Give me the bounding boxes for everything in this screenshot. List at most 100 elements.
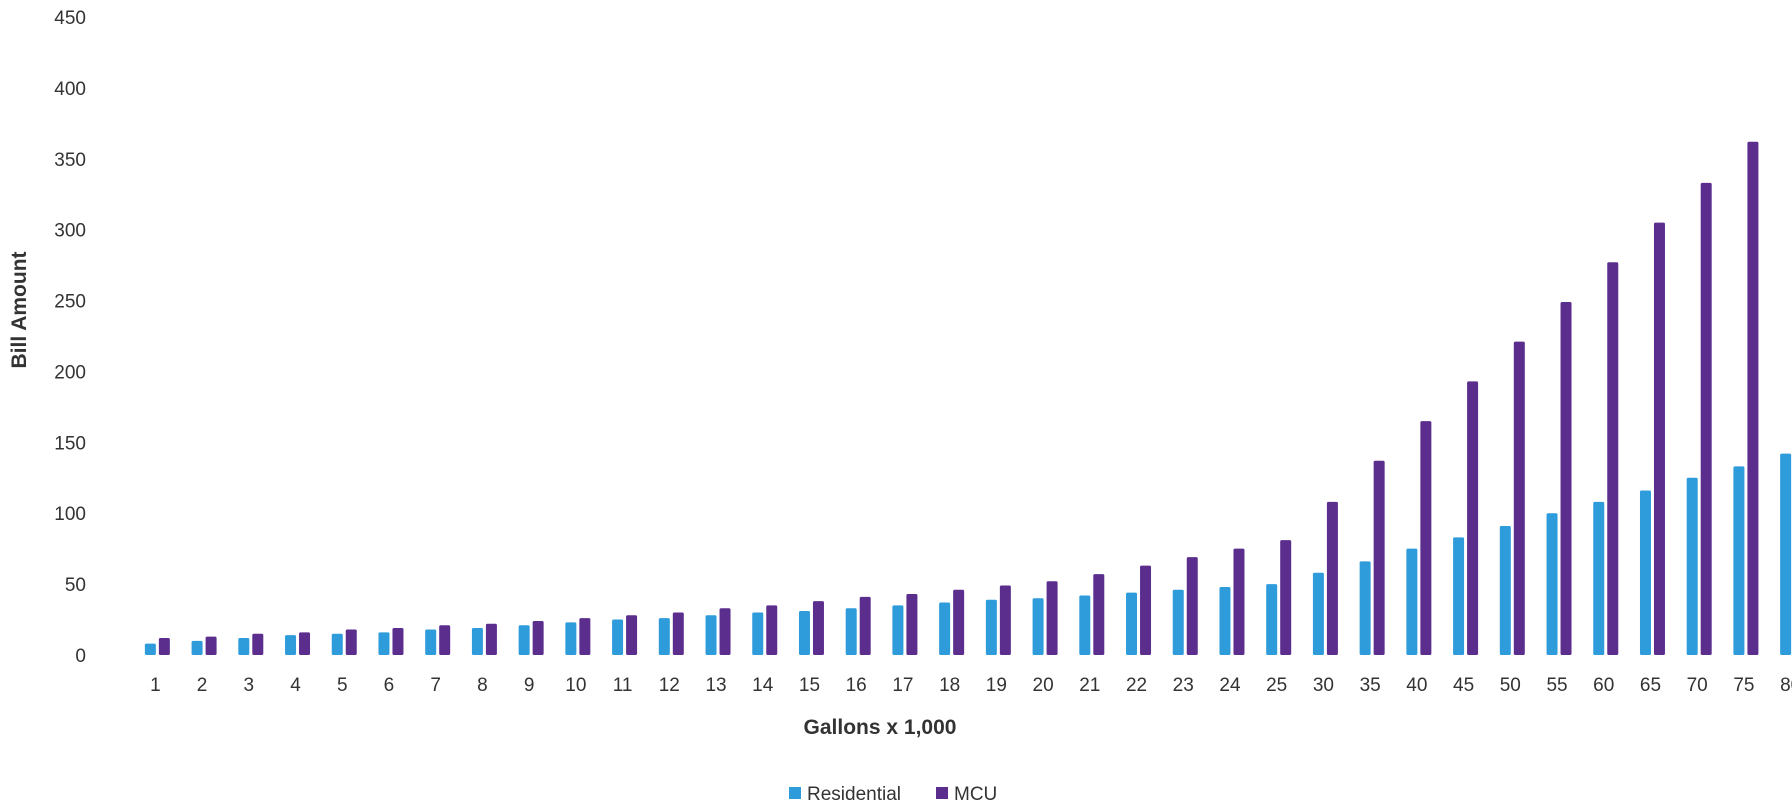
bar-residential [144,643,156,655]
bar-residential [1406,548,1418,655]
bar-mcu [252,633,264,655]
legend-swatch-residential [789,787,801,799]
bar-mcu [1700,182,1712,655]
bar-mcu [1607,262,1619,655]
bar-residential [565,622,577,655]
x-tick-label: 40 [1406,675,1427,696]
bar-residential [985,599,997,655]
x-tick-label: 25 [1266,675,1287,696]
bar-residential [378,632,390,655]
bar-residential [1079,595,1091,655]
x-tick-label: 55 [1546,675,1567,696]
y-axis-ticks: 0 50 100 150 200 250 300 350 400 450 [54,8,86,667]
bar-residential [939,602,951,655]
bar-mcu [1373,460,1385,655]
bar-residential [1172,589,1184,655]
x-tick-label: 19 [986,675,1007,696]
y-tick-label: 50 [65,575,86,596]
bar-mcu [766,605,778,655]
bar-residential [425,629,437,655]
x-tick-label: 60 [1593,675,1614,696]
bar-residential [331,633,343,655]
bar-residential [1453,537,1465,655]
bar-residential [1639,490,1651,655]
bar-mcu [205,636,217,655]
bar-mcu [1653,222,1665,656]
x-tick-label: 80 [1780,675,1792,696]
x-tick-label: 50 [1500,675,1521,696]
y-tick-label: 100 [54,504,86,525]
x-tick-label: 18 [939,675,960,696]
bar-mcu [392,628,404,655]
y-tick-label: 400 [54,79,86,100]
x-tick-label: 8 [477,675,488,696]
x-tick-label: 7 [430,675,441,696]
bar-residential [1312,572,1324,655]
x-tick-label: 14 [752,675,774,696]
bar-mcu [532,620,544,655]
x-tick-label: 20 [1033,675,1054,696]
bar-mcu [1280,540,1292,655]
bar-mcu [626,615,638,655]
x-tick-label: 11 [613,675,633,696]
legend: Residential MCU [789,784,997,805]
bar-mcu [299,632,311,655]
bar-residential [285,635,297,655]
bars [144,141,1792,656]
x-axis-ticks: 1 2 3 4 5 6 7 8 9 10 11 12 13 14 15 16 17 18 19 20 21 22 23 24 2… [150,675,1792,696]
x-tick-label: 70 [1687,675,1708,696]
bar-mcu [812,601,824,655]
x-tick-label: 16 [846,675,867,696]
y-tick-label: 200 [54,362,86,383]
bar-residential [1359,561,1371,655]
bar-mcu [1093,574,1105,655]
x-tick-label: 17 [892,675,913,696]
bar-residential [1780,453,1792,655]
bar-residential [1266,584,1278,655]
bar-mcu [1186,557,1198,655]
x-tick-label: 10 [565,675,586,696]
bar-mcu [1560,301,1572,655]
bar-residential [191,640,203,655]
x-tick-label: 45 [1453,675,1474,696]
bar-mcu [1233,548,1245,655]
bar-mcu [1467,381,1479,655]
bar-residential [658,618,670,655]
bar-residential [752,612,764,655]
x-tick-label: 9 [524,675,535,696]
bar-residential [1126,592,1138,655]
y-tick-label: 150 [54,433,86,454]
x-tick-label: 24 [1219,675,1241,696]
bar-residential [1219,586,1231,655]
y-tick-label: 250 [54,292,86,313]
bar-mcu [1747,141,1759,655]
bar-residential [845,608,857,655]
x-tick-label: 75 [1733,675,1754,696]
bar-mcu [345,629,357,655]
bar-mcu [579,618,591,655]
bar-mcu [1046,581,1058,655]
bar-residential [518,625,530,655]
legend-label-mcu: MCU [954,784,997,805]
bar-mcu [1513,341,1525,655]
bar-mcu [953,589,965,655]
bar-mcu [158,637,170,655]
x-tick-label: 22 [1126,675,1147,696]
x-axis-title: Gallons x 1,000 [804,716,957,739]
bar-residential [1499,525,1511,655]
x-tick-label: 5 [337,675,348,696]
x-tick-label: 13 [705,675,726,696]
x-tick-label: 4 [290,675,301,696]
bar-residential [612,619,624,655]
bar-mcu [672,612,684,655]
bar-mcu [719,608,731,655]
y-tick-label: 0 [75,646,86,667]
x-tick-label: 30 [1313,675,1334,696]
bar-residential [471,628,483,655]
bar-mcu [859,596,871,655]
bar-residential [238,637,250,655]
bar-residential [1593,501,1605,655]
bar-residential [1686,477,1698,655]
bar-mcu [1420,421,1432,655]
